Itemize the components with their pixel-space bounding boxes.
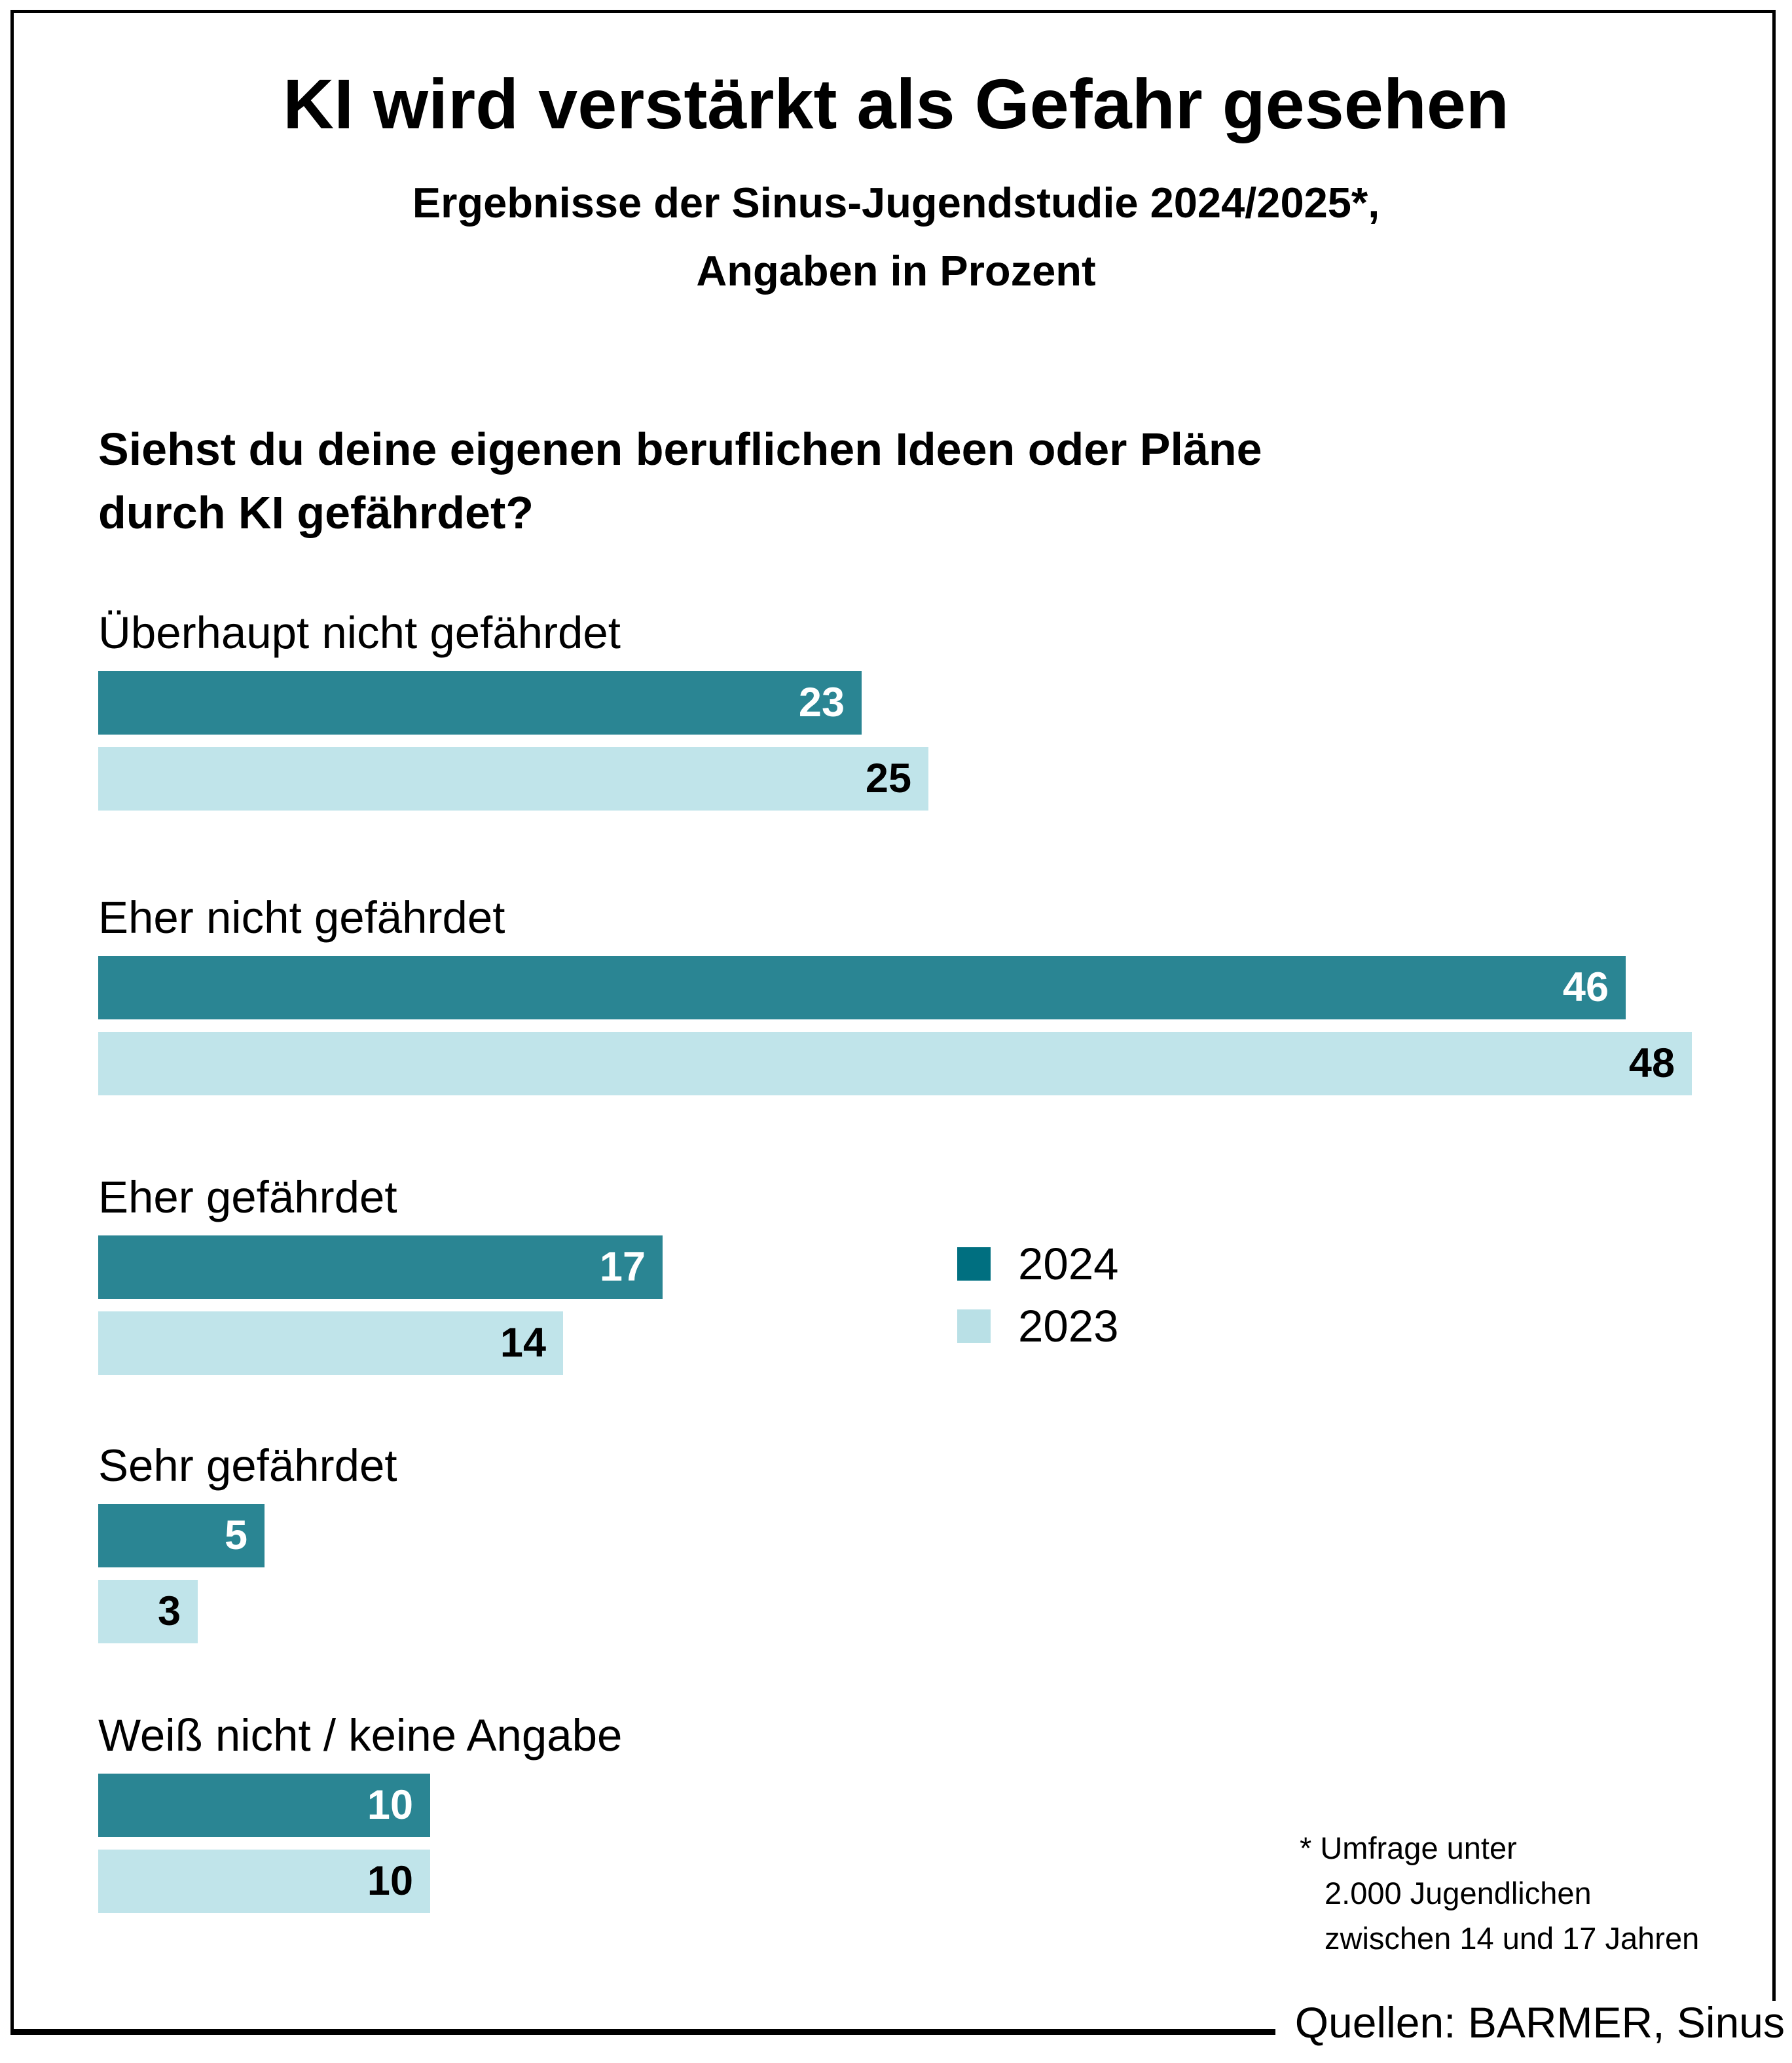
bar-2023: 25 [98, 747, 928, 811]
legend-item-2023: 2023 [957, 1301, 1119, 1351]
bar-group-weiss-nicht: Weiß nicht / keine Angabe 10 10 [98, 1710, 1735, 1913]
bar-value-label: 5 [224, 1512, 247, 1558]
category-label: Sehr gefährdet [98, 1440, 397, 1491]
bar-value-label: 48 [1628, 1040, 1675, 1086]
bar-value-label: 14 [500, 1320, 546, 1366]
chart-frame-border [10, 10, 1776, 2035]
bar-value-label: 10 [367, 1858, 413, 1904]
bar-2023: 48 [98, 1032, 1692, 1095]
legend-label-2024: 2024 [1018, 1239, 1119, 1289]
bar-2024: 46 [98, 956, 1626, 1019]
bar-2023: 10 [98, 1850, 430, 1913]
footnote-line-2: 2.000 Jugendlichen [1325, 1876, 1592, 1910]
legend-label-2023: 2023 [1018, 1301, 1119, 1351]
category-label: Eher gefährdet [98, 1172, 397, 1222]
bar-value-label: 46 [1562, 964, 1609, 1010]
footnote-marker: * [1300, 1831, 1312, 1865]
category-label: Eher nicht gefährdet [98, 892, 505, 943]
subtitle-line-2: Angaben in Prozent [696, 247, 1096, 295]
question-line-2: durch KI gefährdet? [98, 487, 534, 538]
category-label: Überhaupt nicht gefährdet [98, 608, 621, 658]
bar-2024: 23 [98, 671, 862, 735]
bar-2024: 10 [98, 1774, 430, 1837]
bar-group-sehr-gefaehrdet: Sehr gefährdet 5 3 [98, 1440, 1735, 1643]
survey-question: Siehst du deine eigenen beruflichen Idee… [98, 418, 1604, 545]
legend: 2024 2023 [957, 1239, 1119, 1372]
legend-swatch-2023 [957, 1309, 991, 1343]
footnote-line-3: zwischen 14 und 17 Jahren [1325, 1921, 1700, 1956]
bar-2024: 5 [98, 1504, 265, 1567]
source-credit: Quellen: BARMER, Sinus [1275, 2001, 1789, 2053]
bar-value-label: 3 [157, 1588, 181, 1634]
bar-2024: 17 [98, 1235, 663, 1299]
footnote: * Umfrage unter 2.000 Jugendlichen zwisc… [1300, 1825, 1699, 1961]
bar-2023: 3 [98, 1580, 198, 1643]
subtitle-line-1: Ergebnisse der Sinus-Jugendstudie 2024/2… [412, 179, 1380, 227]
question-line-1: Siehst du deine eigenen beruflichen Idee… [98, 424, 1262, 475]
bar-value-label: 17 [599, 1244, 646, 1290]
bar-value-label: 10 [367, 1782, 413, 1828]
bar-value-label: 23 [798, 680, 845, 725]
bar-value-label: 25 [865, 756, 911, 801]
bar-2023: 14 [98, 1311, 563, 1375]
legend-swatch-2024 [957, 1247, 991, 1281]
bar-group-eher-gefaehrdet: Eher gefährdet 17 14 [98, 1172, 1735, 1375]
bar-group-ueberhaupt-nicht: Überhaupt nicht gefährdet 23 25 [98, 608, 1735, 811]
footnote-line-1: * Umfrage unter [1300, 1831, 1517, 1865]
category-label: Weiß nicht / keine Angabe [98, 1710, 623, 1761]
page-subtitle: Ergebnisse der Sinus-Jugendstudie 2024/2… [0, 169, 1792, 305]
bar-group-eher-nicht: Eher nicht gefährdet 46 48 [98, 892, 1735, 1095]
legend-item-2024: 2024 [957, 1239, 1119, 1289]
page-title: KI wird verstärkt als Gefahr gesehen [283, 64, 1509, 143]
